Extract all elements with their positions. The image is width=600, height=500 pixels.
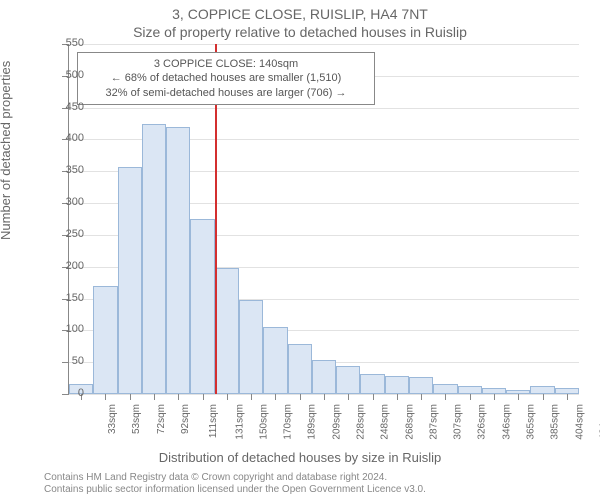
- x-tick-label: 72sqm: [156, 404, 167, 434]
- bar: [118, 167, 142, 394]
- x-tick-label: 170sqm: [283, 404, 294, 440]
- x-tick-label: 404sqm: [574, 404, 585, 440]
- x-tick-label: 326sqm: [477, 404, 488, 440]
- anno-line-2: ← 68% of detached houses are smaller (1,…: [86, 71, 366, 85]
- x-tick-label: 228sqm: [356, 404, 367, 440]
- credit-line-2: Contains public sector information licen…: [44, 484, 426, 496]
- x-tick: [567, 394, 568, 400]
- y-tick-label: 350: [54, 164, 84, 176]
- bar: [166, 127, 190, 394]
- title-line-1: 3, COPPICE CLOSE, RUISLIP, HA4 7NT: [0, 6, 600, 22]
- bar: [239, 300, 263, 394]
- bar: [215, 268, 239, 394]
- plot-area: 3 COPPICE CLOSE: 140sqm ← 68% of detache…: [68, 44, 579, 395]
- x-tick-label: 385sqm: [550, 404, 561, 440]
- y-tick-label: 300: [54, 196, 84, 208]
- bar: [433, 384, 457, 394]
- y-tick-label: 150: [54, 292, 84, 304]
- y-tick-label: 100: [54, 323, 84, 335]
- x-tick: [275, 394, 276, 400]
- y-tick-label: 550: [54, 37, 84, 49]
- x-tick-label: 33sqm: [107, 404, 118, 434]
- x-tick-label: 189sqm: [307, 404, 318, 440]
- y-axis-label: Number of detached properties: [0, 61, 13, 240]
- anno-line-3: 32% of semi-detached houses are larger (…: [86, 86, 366, 100]
- anno-line-1: 3 COPPICE CLOSE: 140sqm: [86, 57, 366, 71]
- y-tick-label: 250: [54, 228, 84, 240]
- x-tick-label: 365sqm: [526, 404, 537, 440]
- bar: [360, 374, 384, 394]
- x-tick-label: 346sqm: [501, 404, 512, 440]
- x-tick: [154, 394, 155, 400]
- credit-line-1: Contains HM Land Registry data © Crown c…: [44, 472, 426, 484]
- x-tick: [348, 394, 349, 400]
- bar: [458, 386, 482, 394]
- x-tick: [518, 394, 519, 400]
- x-tick-label: 307sqm: [453, 404, 464, 440]
- x-tick: [227, 394, 228, 400]
- y-tick-label: 500: [54, 69, 84, 81]
- chart-container: 3, COPPICE CLOSE, RUISLIP, HA4 7NT Size …: [0, 0, 600, 500]
- y-tick-label: 450: [54, 101, 84, 113]
- x-tick: [494, 394, 495, 400]
- x-axis-label: Distribution of detached houses by size …: [0, 450, 600, 465]
- x-tick: [397, 394, 398, 400]
- bar: [312, 360, 336, 394]
- y-tick-label: 50: [54, 355, 84, 367]
- y-tick-label: 200: [54, 260, 84, 272]
- title-line-2: Size of property relative to detached ho…: [0, 24, 600, 40]
- x-tick: [543, 394, 544, 400]
- bar: [263, 327, 287, 394]
- bar: [93, 286, 117, 394]
- credits: Contains HM Land Registry data © Crown c…: [44, 472, 426, 496]
- x-tick: [130, 394, 131, 400]
- x-tick-label: 131sqm: [234, 404, 245, 440]
- x-tick: [445, 394, 446, 400]
- bar: [336, 366, 360, 394]
- x-tick: [105, 394, 106, 400]
- x-tick: [421, 394, 422, 400]
- x-tick: [203, 394, 204, 400]
- bar: [190, 219, 214, 394]
- bar: [142, 124, 166, 394]
- annotation-box: 3 COPPICE CLOSE: 140sqm ← 68% of detache…: [77, 52, 375, 105]
- x-tick-label: 248sqm: [380, 404, 391, 440]
- x-tick-label: 92sqm: [180, 404, 191, 434]
- x-tick-label: 287sqm: [428, 404, 439, 440]
- bar: [385, 376, 409, 394]
- bar: [288, 344, 312, 394]
- x-tick: [251, 394, 252, 400]
- bar: [530, 386, 554, 394]
- y-tick-label: 0: [54, 387, 84, 399]
- x-tick: [373, 394, 374, 400]
- x-tick: [178, 394, 179, 400]
- bar: [409, 377, 433, 394]
- x-tick-label: 111sqm: [208, 404, 219, 438]
- x-tick: [324, 394, 325, 400]
- x-tick-label: 209sqm: [331, 404, 342, 440]
- x-tick: [300, 394, 301, 400]
- x-tick-label: 150sqm: [258, 404, 269, 440]
- y-tick-label: 400: [54, 132, 84, 144]
- x-tick: [470, 394, 471, 400]
- x-tick-label: 53sqm: [131, 404, 142, 434]
- x-tick-label: 268sqm: [404, 404, 415, 440]
